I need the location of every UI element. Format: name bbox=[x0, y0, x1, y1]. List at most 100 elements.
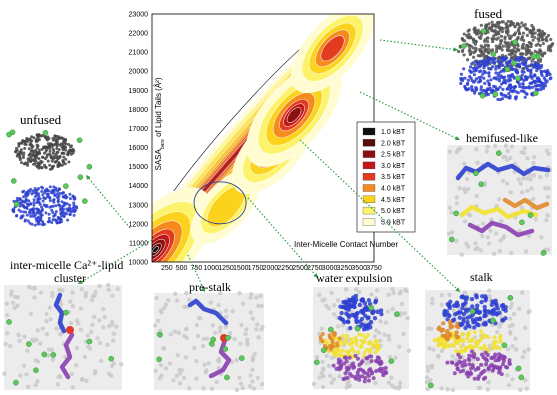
legend-swatch bbox=[362, 127, 376, 136]
unfused-micelle-top bbox=[14, 133, 76, 171]
x-tick-label: 3500 bbox=[351, 265, 367, 272]
arrow-to-fused bbox=[379, 39, 459, 52]
x-tick-label: 2250 bbox=[277, 265, 293, 272]
fused-micelle-bottom bbox=[459, 55, 553, 102]
label-stalk: stalk bbox=[470, 270, 493, 284]
legend-label: 2.0 kBT bbox=[381, 140, 406, 147]
x-tick-label: 750 bbox=[191, 265, 203, 272]
water-headgroups bbox=[337, 293, 384, 332]
x-tick-label: 3250 bbox=[337, 265, 353, 272]
x-tick-label: 3000 bbox=[322, 265, 338, 272]
legend-label: 5.0 kBT bbox=[381, 208, 406, 215]
hemifused-orange-tails bbox=[502, 197, 550, 211]
label-prestalk: pre-stalk bbox=[189, 280, 231, 294]
prestalk-purple-tails bbox=[208, 337, 232, 379]
arrow-to-prestalk bbox=[187, 254, 206, 293]
highlight-circle bbox=[193, 181, 247, 225]
legend-label: 4.5 kBT bbox=[381, 197, 406, 204]
cluster-purple-tails bbox=[59, 332, 75, 380]
label-hemifused: hemifused-like bbox=[466, 131, 538, 145]
structure-panels bbox=[2, 19, 555, 393]
label-water-expulsion: water expulsion bbox=[316, 271, 393, 285]
arrow-to-water bbox=[247, 197, 319, 279]
y-tick-label: 23000 bbox=[129, 12, 149, 19]
cluster-headgroups bbox=[53, 292, 67, 334]
hemifused-headgroups bbox=[455, 161, 551, 181]
axis-ticks: 250 500 750 1000 1250 1500 1750 2000 2250 2500 275… bbox=[129, 12, 399, 273]
label-cluster-line2: cluster bbox=[54, 271, 86, 285]
cluster-panel-bg bbox=[2, 282, 124, 390]
prestalk-headgroups bbox=[187, 298, 229, 326]
calcium-ions bbox=[6, 309, 115, 386]
legend-swatch bbox=[362, 150, 376, 158]
legend-swatch bbox=[362, 173, 376, 181]
stalk-purple-tails bbox=[445, 349, 512, 381]
x-tick-label: 250 bbox=[161, 265, 173, 272]
x-tick-label: 500 bbox=[176, 265, 188, 272]
y-tick-label: 22000 bbox=[129, 31, 149, 38]
legend-label: 3.5 kBT bbox=[381, 174, 406, 181]
y-tick-label: 13000 bbox=[129, 202, 149, 209]
arrow-to-hemifused bbox=[359, 91, 461, 141]
x-tick-label: 2750 bbox=[307, 265, 323, 272]
y-tick-label: 10000 bbox=[129, 260, 149, 267]
x-tick-label: 2500 bbox=[292, 265, 308, 272]
x-tick-label: 2000 bbox=[263, 265, 279, 272]
calcium-ions bbox=[461, 28, 541, 99]
stalk-orange-tails bbox=[436, 319, 461, 342]
arrow-to-cluster bbox=[77, 239, 153, 285]
y-tick-label: 18000 bbox=[129, 107, 149, 114]
basin-contour bbox=[320, 35, 345, 62]
free-energy-plot: 250 500 750 1000 1250 1500 1750 2000 2250 2500 275… bbox=[129, 12, 416, 273]
x-tick-label: 1750 bbox=[248, 265, 264, 272]
calcium-ions bbox=[6, 129, 93, 208]
cluster-core bbox=[66, 326, 74, 334]
free-energy-basins bbox=[152, 14, 374, 262]
legend-swatch bbox=[362, 161, 376, 170]
basin-contour bbox=[152, 246, 159, 254]
y-tick-label: 14000 bbox=[129, 183, 149, 190]
x-tick-label: 1000 bbox=[203, 265, 219, 272]
legend: 1.0 kBT 2.0 kBT 2.5 kBT 3.0 kBT 3.5 kBT 4.0 k… bbox=[356, 121, 416, 233]
label-unfused: unfused bbox=[20, 112, 62, 127]
legend-swatch bbox=[362, 195, 376, 203]
legend-swatch bbox=[362, 206, 376, 215]
prestalk-panel-bg bbox=[153, 290, 265, 393]
y-tick-label: 12000 bbox=[129, 221, 149, 228]
hemifused-purple-tails bbox=[467, 220, 535, 238]
legend-label: 2.5 kBT bbox=[381, 152, 406, 159]
arrow-to-unfused bbox=[85, 174, 131, 229]
x-tick-label: 1250 bbox=[218, 265, 234, 272]
basin-contour bbox=[286, 107, 302, 123]
calcium-ions bbox=[428, 295, 525, 389]
label-cluster-line1: inter-micelle Ca²⁺-lipid bbox=[10, 258, 124, 272]
energy-basin bbox=[291, 14, 374, 94]
hemifused-yellow-tails bbox=[459, 204, 539, 220]
legend-label: 4.0 kBT bbox=[381, 186, 406, 193]
label-fused: fused bbox=[474, 6, 503, 21]
calcium-ions bbox=[314, 304, 400, 366]
hemifused-panel-bg bbox=[446, 143, 553, 257]
legend-swatch bbox=[362, 184, 376, 192]
calcium-ions bbox=[448, 150, 547, 256]
stalk-headgroups bbox=[442, 293, 508, 331]
y-tick-label: 20000 bbox=[129, 69, 149, 76]
water-purple-tails bbox=[331, 353, 389, 384]
calcium-ions bbox=[156, 331, 245, 381]
arrows bbox=[77, 39, 461, 293]
legend-swatch bbox=[362, 139, 376, 147]
legend-label: 3.0 kBT bbox=[381, 163, 406, 170]
y-tick-label: 21000 bbox=[129, 50, 149, 57]
y-tick-label: 16000 bbox=[129, 145, 149, 152]
legend-swatch bbox=[362, 218, 376, 226]
y-tick-label: 19000 bbox=[129, 88, 149, 95]
legend-label: 1.0 kBT bbox=[381, 129, 406, 136]
y-tick-label: 15000 bbox=[129, 164, 149, 171]
x-axis-label: Inter-Micelle Contact Number bbox=[294, 240, 398, 249]
y-tick-label: 11000 bbox=[129, 240, 148, 247]
legend-label: 5.9 kBT bbox=[381, 219, 406, 226]
arrow-to-stalk bbox=[299, 139, 461, 293]
x-tick-label: 3750 bbox=[366, 265, 382, 272]
water-orange-tails bbox=[318, 331, 342, 352]
